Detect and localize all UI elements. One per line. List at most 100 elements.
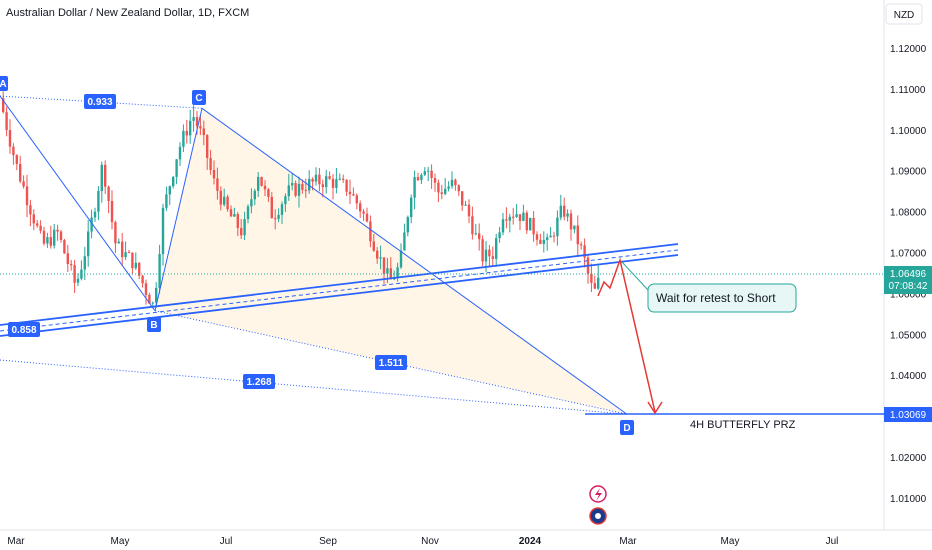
candle-body xyxy=(573,225,576,230)
candle-body xyxy=(563,205,566,217)
candle-body xyxy=(569,213,573,230)
candles-group xyxy=(2,91,600,309)
y-tick-label: 1.12000 xyxy=(890,44,927,55)
candle-body xyxy=(471,216,474,235)
candle-body xyxy=(508,216,511,221)
candle-body xyxy=(399,250,403,268)
y-tick-label: 1.05000 xyxy=(890,330,927,341)
candle-body xyxy=(36,223,39,226)
y-tick-label: 1.02000 xyxy=(890,453,927,464)
chart-title: Australian Dollar / New Zealand Dollar, … xyxy=(6,7,249,19)
target-price-tag xyxy=(884,407,932,422)
candle-body xyxy=(155,287,158,303)
candle-body xyxy=(318,174,321,185)
candle-body xyxy=(233,214,236,217)
candle-body xyxy=(403,232,406,251)
x-tick-label: May xyxy=(111,536,130,547)
candle-body xyxy=(229,209,233,217)
candle-body xyxy=(529,217,532,231)
point-label-c: C xyxy=(195,93,202,104)
candle-body xyxy=(437,182,440,193)
candle-body xyxy=(583,245,586,258)
candle-body xyxy=(243,219,246,236)
candle-body xyxy=(433,178,437,183)
candle-body xyxy=(83,256,86,270)
candle-body xyxy=(165,194,168,208)
candle-body xyxy=(53,229,56,246)
ratio-line-bd xyxy=(154,310,628,415)
candle-body xyxy=(447,186,450,189)
candle-body xyxy=(39,225,42,231)
candle-body xyxy=(270,196,273,219)
x-tick-label: Jul xyxy=(220,536,233,547)
last-price-value: 1.06496 xyxy=(890,269,927,280)
candle-body xyxy=(406,217,409,233)
lightning-glyph xyxy=(595,488,602,501)
candle-body xyxy=(212,169,216,179)
candle-body xyxy=(491,256,494,259)
candle-body xyxy=(138,262,141,276)
candle-body xyxy=(97,190,100,212)
candle-body xyxy=(464,204,467,206)
candle-body xyxy=(280,204,284,215)
candle-body xyxy=(107,186,110,201)
retest-note-text: Wait for retest to Short xyxy=(656,291,776,305)
candle-body xyxy=(359,203,362,212)
candle-body xyxy=(352,194,355,196)
candle-body xyxy=(355,195,358,204)
x-tick-label: Sep xyxy=(319,536,337,547)
candle-body xyxy=(124,252,127,258)
y-tick-label: 1.11000 xyxy=(890,85,926,96)
candle-body xyxy=(93,211,97,218)
candle-body xyxy=(56,229,59,232)
candle-body xyxy=(597,277,600,289)
ratio-label-bd: 1.511 xyxy=(379,358,404,369)
candle-body xyxy=(121,241,124,258)
x-tick-label: Nov xyxy=(421,536,439,547)
candle-body xyxy=(59,231,63,241)
candle-body xyxy=(427,170,430,172)
candle-body xyxy=(593,282,596,289)
leg-bc xyxy=(154,108,203,311)
leg-cd xyxy=(201,107,628,415)
candle-body xyxy=(461,191,464,206)
candle-body xyxy=(195,117,199,127)
candle-body xyxy=(114,222,117,244)
candle-body xyxy=(362,211,365,214)
candle-body xyxy=(338,178,341,180)
trendline-upper xyxy=(0,243,679,326)
candle-body xyxy=(532,217,535,235)
x-tick-label: 2024 xyxy=(519,536,542,547)
candle-body xyxy=(246,206,250,220)
candle-body xyxy=(263,185,267,190)
candle-body xyxy=(19,164,22,182)
ratio-box-ac xyxy=(84,94,116,109)
x-tick-label: Mar xyxy=(619,536,637,547)
candle-body xyxy=(474,233,477,235)
ratio-box-bd xyxy=(375,355,407,370)
candle-body xyxy=(90,217,93,232)
candle-body xyxy=(66,253,69,265)
ratio-line-ac xyxy=(0,95,203,109)
candle-body xyxy=(314,174,318,182)
candle-body xyxy=(192,117,195,121)
ratio-label-xb: 0.858 xyxy=(11,325,36,336)
candle-body xyxy=(335,179,338,188)
candle-body xyxy=(216,178,219,191)
candle-body xyxy=(253,190,256,200)
candle-body xyxy=(556,217,559,237)
candle-body xyxy=(32,214,35,224)
candle-body xyxy=(348,191,352,195)
currency-box[interactable] xyxy=(885,3,923,25)
candle-body xyxy=(148,294,151,304)
candle-body xyxy=(287,185,290,197)
candle-body xyxy=(250,199,253,207)
candle-body xyxy=(63,240,66,254)
candle-body xyxy=(580,244,583,246)
candle-body xyxy=(546,237,549,240)
ratio-label-xd: 1.268 xyxy=(246,377,271,388)
candle-body xyxy=(515,214,518,217)
candle-body xyxy=(8,130,12,147)
candle-body xyxy=(185,130,188,136)
